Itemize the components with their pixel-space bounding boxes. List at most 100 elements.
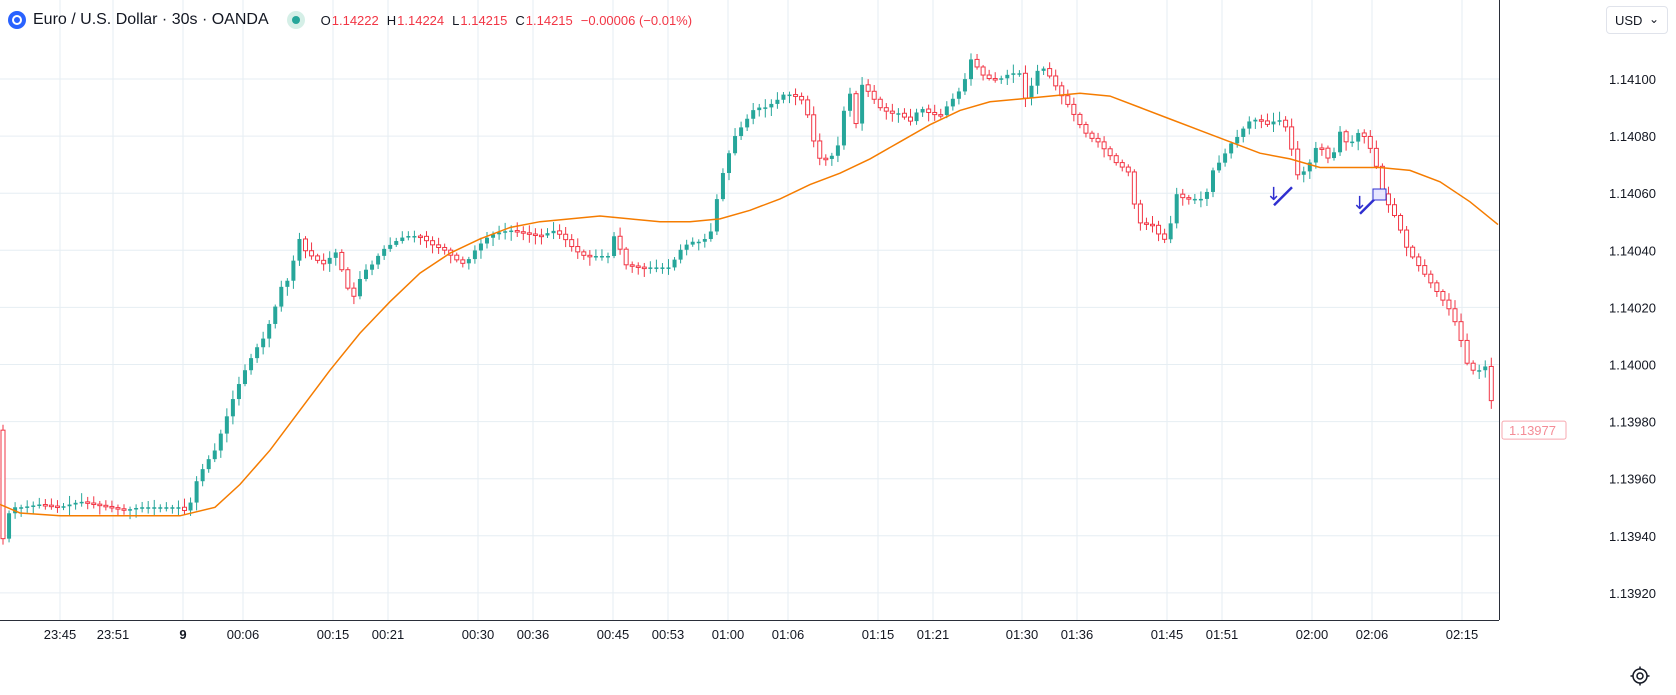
candle-body bbox=[345, 269, 351, 289]
time-tick-label: 00:21 bbox=[372, 627, 405, 642]
time-tick-label: 00:45 bbox=[597, 627, 630, 642]
candle-body bbox=[206, 459, 211, 470]
short-arrow-icon: ↓ bbox=[1352, 193, 1367, 214]
price-tick-label: 1.14060 bbox=[1609, 186, 1656, 201]
candle-body bbox=[1095, 137, 1101, 143]
drawing-anchor-box bbox=[1372, 188, 1387, 201]
last-price-badge bbox=[1501, 420, 1567, 440]
candle-body bbox=[914, 112, 919, 122]
candle-body bbox=[394, 241, 399, 245]
candle-body bbox=[182, 506, 187, 511]
candle-body bbox=[1464, 339, 1470, 364]
candle-body bbox=[79, 501, 84, 504]
price-tick-label: 1.13960 bbox=[1609, 472, 1656, 487]
candle-body bbox=[212, 450, 217, 460]
candle-body bbox=[327, 257, 332, 264]
candle-body bbox=[1241, 128, 1246, 137]
candle-body bbox=[31, 505, 36, 507]
candle-body bbox=[1217, 162, 1222, 171]
candle-body bbox=[635, 265, 641, 268]
candle-body bbox=[382, 248, 387, 256]
candle-body bbox=[986, 74, 992, 80]
candle-body bbox=[315, 255, 321, 261]
candle-body bbox=[1247, 121, 1252, 129]
candle-body bbox=[1053, 75, 1059, 87]
price-tick-label: 1.13920 bbox=[1609, 586, 1656, 601]
gear-icon[interactable] bbox=[1628, 664, 1652, 688]
candle-body bbox=[575, 246, 581, 253]
time-tick-label: 01:36 bbox=[1061, 627, 1094, 642]
candle-body bbox=[835, 145, 840, 156]
candle-body bbox=[865, 84, 871, 92]
candle-body bbox=[920, 109, 925, 113]
candle-body bbox=[472, 250, 477, 260]
candle-body bbox=[230, 399, 235, 417]
high-value: 1.14224 bbox=[397, 12, 445, 28]
currency-label: USD bbox=[1615, 13, 1643, 28]
candle-body bbox=[1452, 308, 1458, 323]
price-tick-label: 1.14080 bbox=[1609, 129, 1656, 144]
candle-body bbox=[1440, 290, 1446, 301]
candle-body bbox=[297, 238, 302, 261]
candle-body bbox=[1470, 362, 1476, 371]
candle-body bbox=[733, 136, 738, 154]
time-tick-label: 02:00 bbox=[1296, 627, 1329, 642]
candle-body bbox=[938, 114, 944, 117]
candle-body bbox=[1398, 215, 1404, 231]
candle-body bbox=[67, 504, 72, 507]
candle-body bbox=[727, 153, 731, 174]
candle-body bbox=[436, 244, 442, 248]
last-price-label: 1.13977 bbox=[1509, 423, 1556, 438]
candle-body bbox=[1077, 113, 1083, 126]
time-tick-label: 02:15 bbox=[1446, 627, 1479, 642]
candle-body bbox=[236, 384, 241, 400]
candle-body bbox=[1211, 170, 1215, 192]
candle-body bbox=[660, 267, 665, 269]
candle-body bbox=[1319, 147, 1325, 150]
candle-body bbox=[769, 103, 774, 108]
candle-body bbox=[417, 235, 423, 239]
candle-body bbox=[563, 233, 569, 241]
candle-body bbox=[25, 506, 30, 508]
candle-body bbox=[848, 93, 852, 111]
candle-body bbox=[799, 95, 805, 101]
candle-body bbox=[333, 252, 338, 258]
open-value: 1.14222 bbox=[331, 12, 379, 28]
close-label: C bbox=[515, 12, 525, 28]
candle-body bbox=[823, 157, 829, 161]
candle-body bbox=[969, 59, 973, 80]
candle-body bbox=[1101, 141, 1107, 150]
candle-body bbox=[1428, 273, 1434, 284]
symbol-title[interactable]: Euro / U.S. Dollar · 30s · OANDA bbox=[33, 11, 269, 28]
time-tick-label: 00:30 bbox=[462, 627, 495, 642]
candle-body bbox=[672, 259, 677, 268]
candle-body bbox=[883, 107, 889, 112]
candle-body bbox=[901, 112, 907, 118]
candle-body bbox=[1174, 194, 1179, 224]
candle-body bbox=[424, 235, 429, 242]
candle-body bbox=[285, 280, 290, 287]
candle-body bbox=[1156, 224, 1162, 235]
candle-body bbox=[19, 507, 24, 509]
low-value: 1.14215 bbox=[460, 12, 508, 28]
candle-body bbox=[532, 233, 538, 236]
open-label: O bbox=[320, 12, 331, 28]
candle-body bbox=[267, 323, 272, 339]
currency-selector[interactable]: USD ⌄ bbox=[1606, 6, 1668, 34]
price-tick-label: 1.13980 bbox=[1609, 415, 1656, 430]
eurusd-logo-icon bbox=[8, 11, 26, 29]
candle-body bbox=[376, 255, 381, 265]
candle-body bbox=[1204, 191, 1209, 199]
candle-body bbox=[503, 231, 508, 233]
candle-body bbox=[460, 259, 466, 264]
candle-body bbox=[1017, 73, 1022, 75]
candle-body bbox=[1143, 222, 1149, 225]
candle-body bbox=[1150, 223, 1155, 227]
moving-average-line bbox=[0, 92, 1499, 517]
candle-body bbox=[720, 173, 725, 200]
candle-body bbox=[412, 236, 417, 238]
candle-body bbox=[1392, 204, 1397, 217]
candle-body bbox=[829, 155, 834, 159]
market-open-icon[interactable] bbox=[286, 11, 305, 29]
